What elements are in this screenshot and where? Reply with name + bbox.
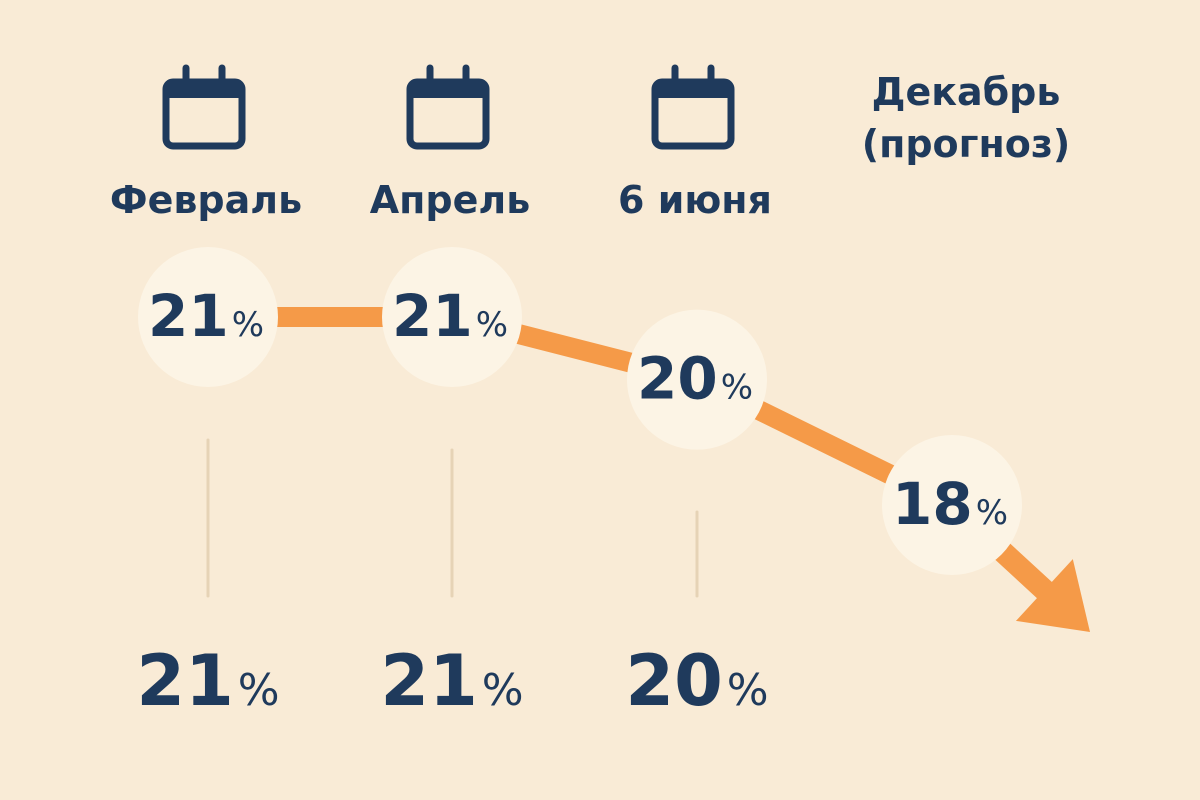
bottom-value-label: 21% (136, 640, 279, 722)
bottom-value: 20 (625, 640, 722, 722)
bottom-value-label: 21% (380, 640, 523, 722)
data-point (138, 247, 278, 387)
data-label-value: 21 (148, 282, 229, 350)
data-label-value: 20 (637, 345, 718, 413)
bottom-value-unit: % (727, 665, 769, 716)
category-label-line: Декабрь (872, 70, 1061, 114)
bottom-value-unit: % (238, 665, 280, 716)
data-label-unit: % (476, 305, 508, 345)
data-label-unit: % (976, 493, 1008, 533)
category-label: Февраль (110, 178, 302, 222)
bottom-value-unit: % (482, 665, 524, 716)
data-point (382, 247, 522, 387)
data-label: 21% (148, 282, 264, 350)
bottom-value: 21 (136, 640, 233, 722)
category-label: 6 июня (618, 178, 772, 222)
category-label: Апрель (370, 178, 531, 222)
category-label-line: 6 июня (618, 178, 772, 222)
data-label-unit: % (232, 305, 264, 345)
category-label-line: (прогноз) (862, 122, 1071, 166)
bottom-value-label: 20% (625, 640, 768, 722)
data-label: 21% (392, 282, 508, 350)
calendar-icon (162, 64, 246, 150)
calendar-icon (406, 64, 490, 150)
category-label: Декабрь (прогноз) (862, 70, 1071, 166)
category-label-line: Апрель (370, 178, 531, 222)
category-label-line: Февраль (110, 178, 302, 222)
data-point (627, 309, 767, 450)
bottom-value: 21 (380, 640, 477, 722)
data-label: 20% (637, 345, 753, 413)
trend-arrow-head (1015, 559, 1090, 632)
data-label-value: 21 (392, 282, 473, 350)
data-point (882, 435, 1022, 575)
data-label: 18% (892, 470, 1008, 538)
data-label-value: 18 (892, 470, 973, 538)
data-label-unit: % (721, 368, 753, 408)
calendar-icon (651, 64, 735, 150)
